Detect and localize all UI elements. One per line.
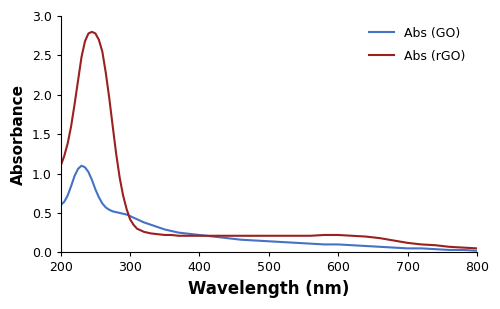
Abs (rGO): [58, 164, 64, 167]
Y-axis label: Absorbance: Absorbance: [11, 84, 26, 185]
X-axis label: Wavelength (nm): Wavelength (nm): [188, 280, 350, 298]
Abs (GO): [210, 235, 216, 239]
Abs (GO): [58, 203, 64, 207]
Line: Abs (rGO): Abs (rGO): [60, 32, 477, 248]
Abs (rGO): [432, 243, 438, 247]
Abs (GO): [72, 174, 78, 178]
Abs (GO): [124, 213, 130, 216]
Abs (rGO): [474, 247, 480, 250]
Line: Abs (GO): Abs (GO): [60, 166, 477, 251]
Abs (rGO): [210, 234, 216, 238]
Abs (GO): [155, 225, 161, 229]
Abs (rGO): [72, 103, 78, 106]
Legend: Abs (GO), Abs (rGO): Abs (GO), Abs (rGO): [364, 22, 470, 68]
Abs (GO): [474, 249, 480, 252]
Abs (GO): [78, 164, 84, 167]
Abs (GO): [238, 238, 244, 242]
Abs (rGO): [238, 234, 244, 238]
Abs (rGO): [89, 30, 95, 34]
Abs (rGO): [124, 207, 130, 211]
Abs (GO): [432, 247, 438, 251]
Abs (rGO): [155, 232, 161, 236]
